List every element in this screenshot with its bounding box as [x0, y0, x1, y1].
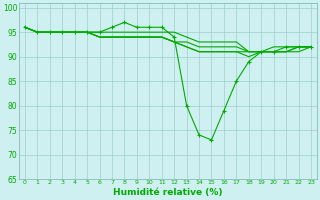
X-axis label: Humidité relative (%): Humidité relative (%) — [113, 188, 223, 197]
